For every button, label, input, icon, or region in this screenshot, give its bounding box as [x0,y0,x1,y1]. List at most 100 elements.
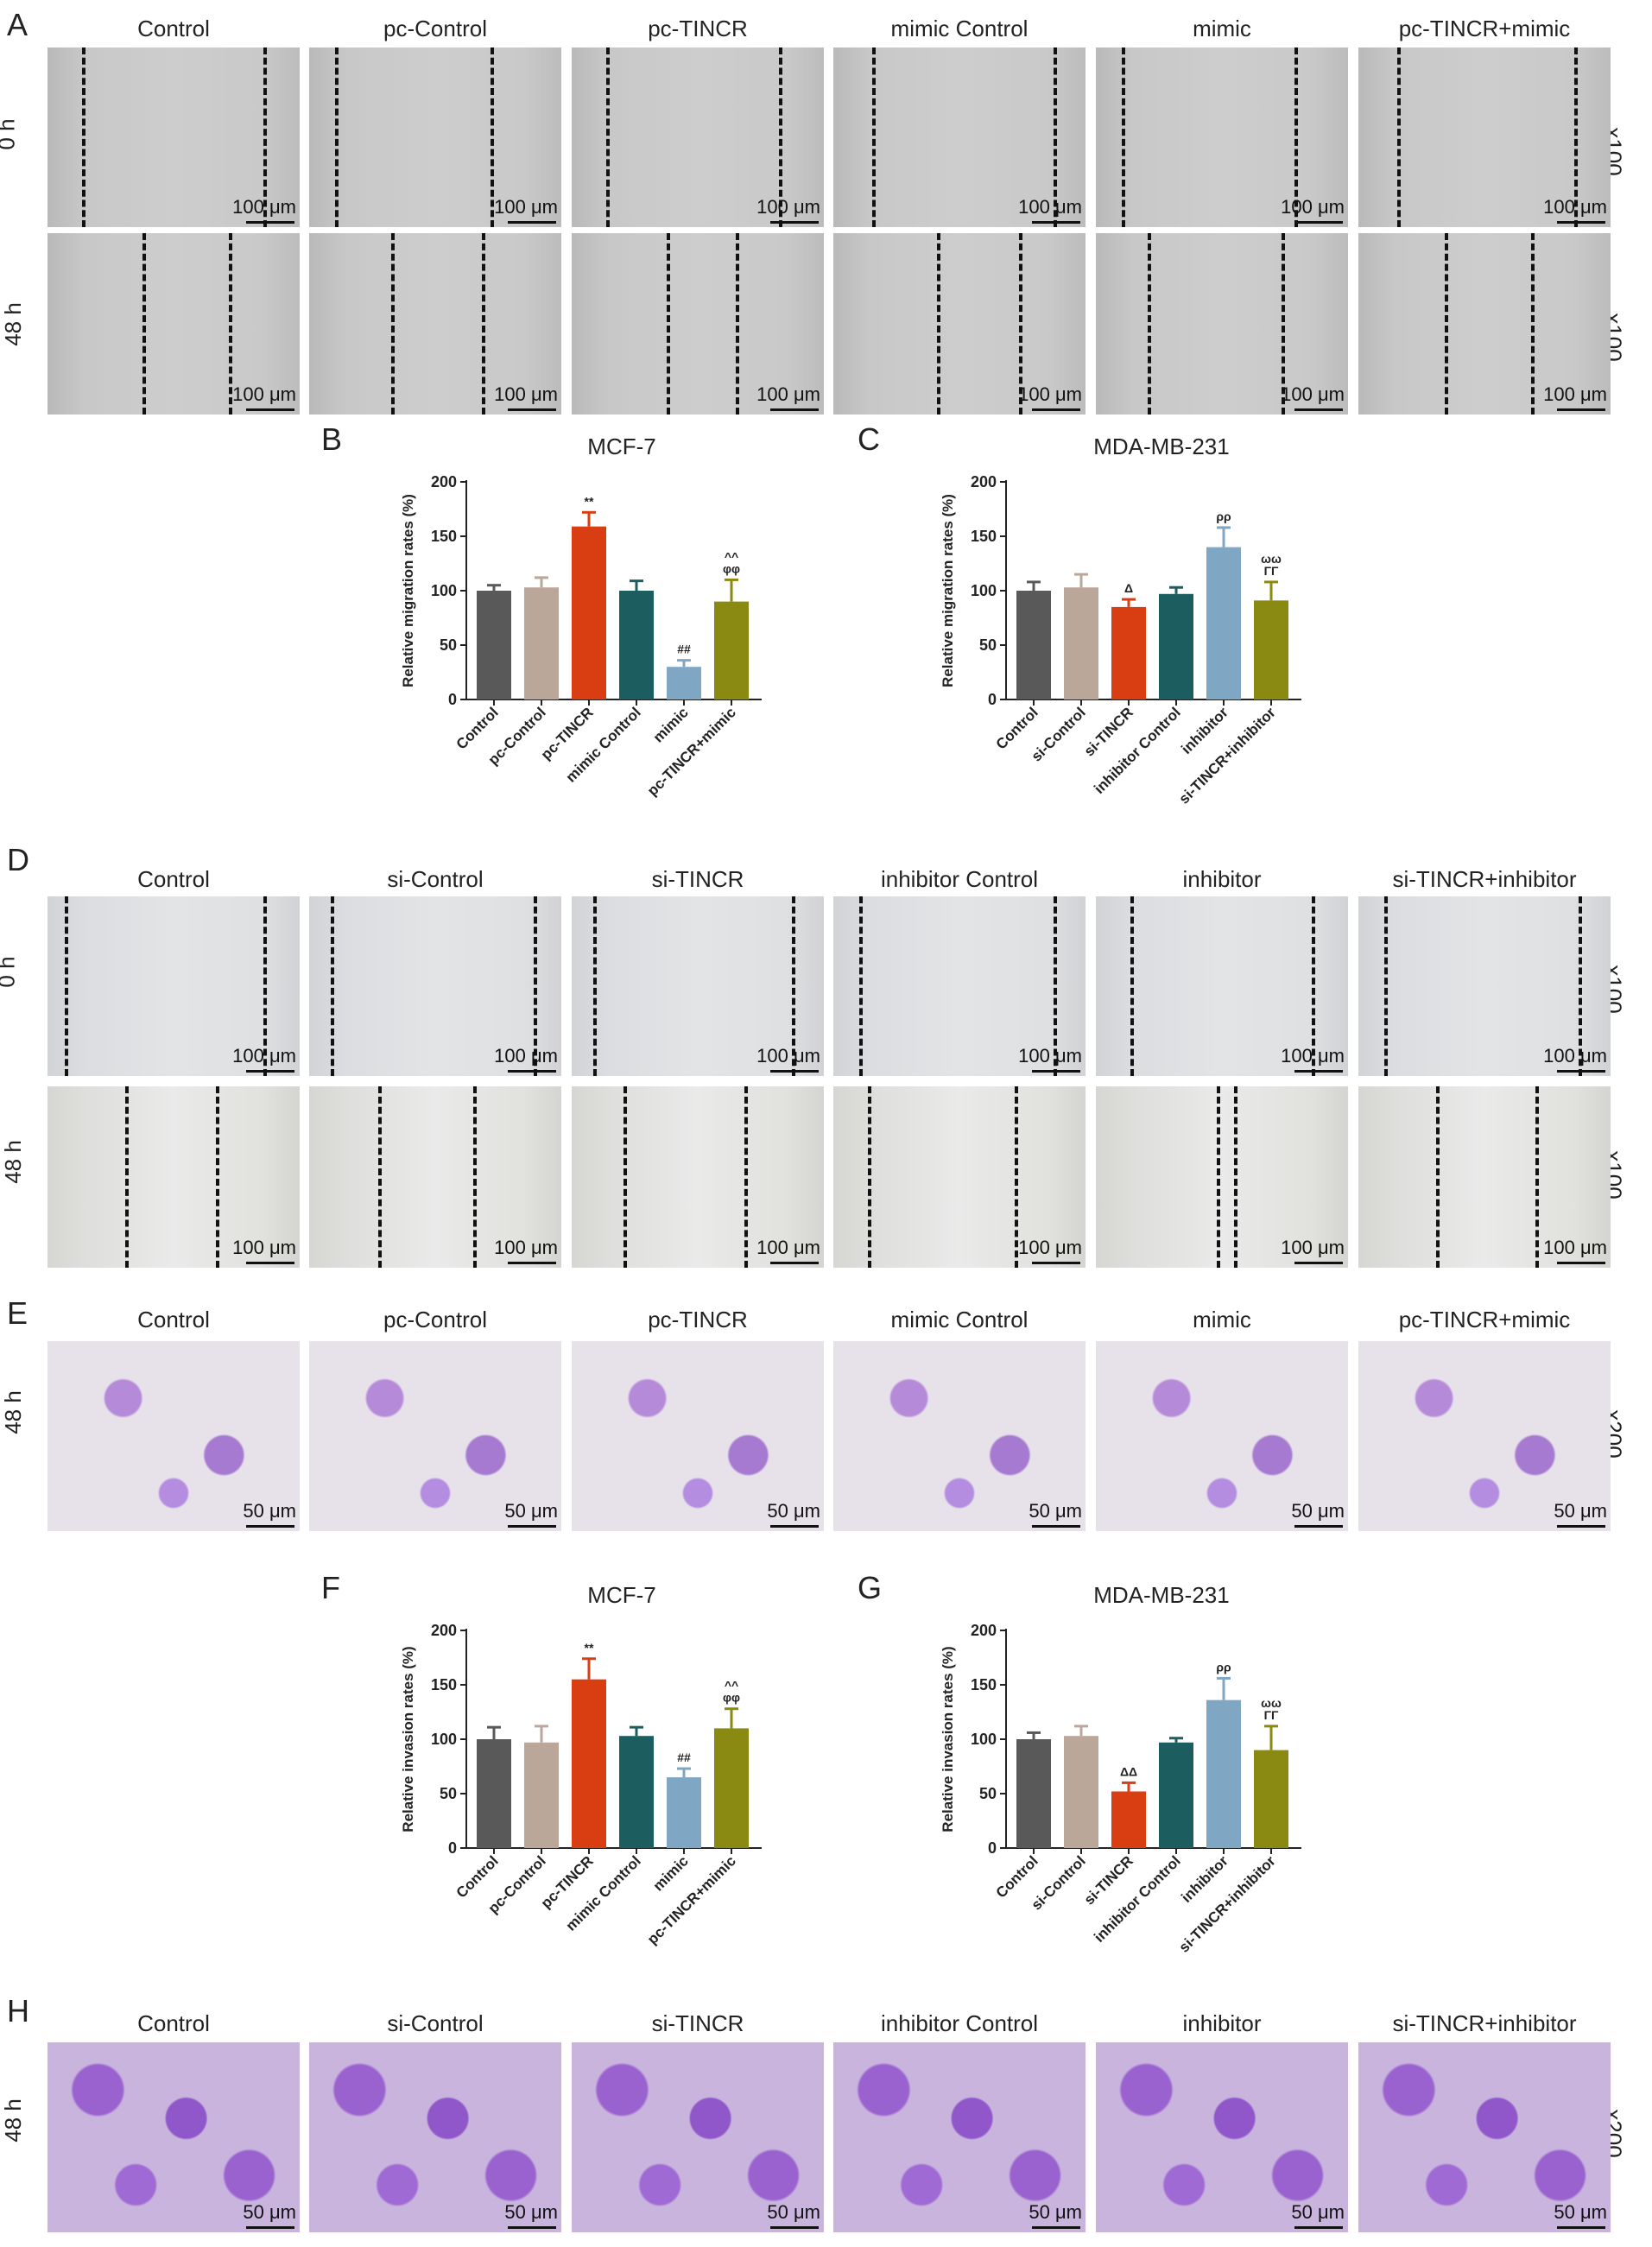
scale-bar [1294,2226,1343,2229]
scale-bar-label: 100 μm [232,383,296,405]
scale-bar-label: 50 μm [243,2201,296,2223]
scratch-edge-line [779,47,782,227]
chart-bar [572,526,606,699]
chart-y-tick-label: 50 [440,1785,457,1802]
scale-bar [1294,408,1343,411]
scale-bar [770,1262,819,1264]
panel-h-micrograph: 50 μm [833,2042,1086,2232]
row-label-48h-d: 48 h [0,1140,26,1184]
scratch-edge-line [792,896,795,1076]
chart-bar [1111,1791,1146,1848]
scale-bar-label: 100 μm [232,1045,296,1067]
scratch-edge-line [473,1086,477,1268]
chart-bar [524,587,559,699]
scratch-edge-line [606,47,610,227]
scratch-edge-line [872,47,876,227]
scratch-edge-line [1397,47,1401,227]
chart-significance-label: ^^ [725,1679,738,1693]
chart-title: MCF-7 [587,434,655,459]
scale-bar [770,2226,819,2229]
scratch-edge-line [744,1086,748,1268]
chart-y-tick-label: 100 [431,582,457,599]
panel-a-48h-micrograph: 100 μm [1358,233,1611,415]
panel-letter-c: C [858,421,880,457]
chart-y-tick-label: 200 [431,473,457,491]
scale-bar-label: 50 μm [1554,2201,1607,2223]
chart-y-tick-label: 0 [988,691,997,708]
panel-h-micrograph: 50 μm [572,2042,824,2232]
scale-bar [1294,221,1343,224]
chart-y-tick-label: 0 [448,691,457,708]
chart-significance-label: ** [585,494,594,508]
scale-bar-label: 100 μm [1543,1237,1607,1258]
chart-significance-label: ωω [1261,1696,1282,1710]
scale-bar [508,1525,556,1528]
scale-bar-label: 100 μm [756,1237,820,1258]
chart-y-tick-label: 200 [971,1622,997,1639]
scratch-edge-line [1122,47,1125,227]
panel-h-column-label: inhibitor [1182,2010,1262,2036]
chart-x-tick-label: mimic [650,704,692,745]
chart-x-tick-label: Control [993,704,1041,752]
chart-y-tick-label: 150 [431,1676,457,1693]
scale-bar-label: 100 μm [1281,1237,1345,1258]
scale-bar [246,2226,294,2229]
chart-bar [619,591,654,699]
panel-a-column-label: Control [137,16,210,41]
panel-d-column-label: inhibitor Control [880,866,1039,892]
scratch-edge-line [482,233,485,415]
scale-bar [1557,1262,1605,1264]
scratch-edge-line [623,1086,627,1268]
scale-bar [246,1525,294,1528]
scale-bar-label: 100 μm [494,383,558,405]
scale-bar [1557,408,1605,411]
scratch-edge-line [1282,233,1285,415]
scale-bar-label: 100 μm [494,1045,558,1067]
chart-x-tick-label: Control [453,1852,502,1901]
scale-bar [246,408,294,411]
scale-bar-label: 100 μm [1543,1045,1607,1067]
scale-bar [770,221,819,224]
chart-f-invasion-mcf7: MCF-7 Relative invasion rates (%) 0 50 100 15… [400,1582,762,1947]
scale-bar [1294,1262,1343,1264]
panel-d-48h-micrograph: 100 μm [1096,1086,1348,1268]
scale-bar [770,408,819,411]
scale-bar-label: 100 μm [1543,383,1607,405]
panel-d-48h-micrograph: 100 μm [309,1086,561,1268]
panel-a-column-label: pc-TINCR+mimic [1398,16,1571,41]
scale-bar [246,1070,294,1073]
scale-bar [508,1070,556,1073]
chart-x-tick-label: mimic [650,1852,692,1894]
panel-a-48h-micrograph: 100 μm [309,233,561,415]
panel-a-0h-micrograph: 100 μm [572,47,824,227]
scale-bar-label: 100 μm [1281,196,1345,218]
panel-h-micrograph: 50 μm [1096,2042,1348,2232]
scale-bar-label: 100 μm [1018,196,1082,218]
scale-bar [508,2226,556,2229]
scratch-edge-line [331,896,334,1076]
scale-bar-label: 100 μm [1018,383,1082,405]
chart-bar [1064,587,1098,699]
chart-x-tick-label: pc-TINCR+mimic [644,704,739,799]
scale-bar [1557,1525,1605,1528]
scale-bar [246,1262,294,1264]
chart-bar [1254,1750,1288,1848]
panel-h-column-label: inhibitor Control [880,2010,1039,2036]
panel-letter-f: F [321,1570,340,1605]
panel-a-48h-micrograph: 100 μm [833,233,1086,415]
panel-a-0h-micrograph: 100 μm [309,47,561,227]
chart-x-tick-label: inhibitor Control [1091,704,1184,797]
chart-c-migration-mda: MDA-MB-231 Relative migration rates (%) 0 5… [940,434,1301,807]
panel-a-48h-micrograph: 100 μm [572,233,824,415]
chart-significance-label: ωω [1261,552,1282,566]
chart-significance-label: ** [585,1641,594,1655]
chart-significance-label: ## [677,642,691,656]
chart-g-invasion-mda: MDA-MB-231 Relative invasion rates (%) 0 50… [940,1582,1301,1956]
chart-title: MDA-MB-231 [1093,1582,1229,1608]
chart-y-tick-label: 50 [440,636,457,654]
chart-bar [477,591,511,699]
chart-b-migration-mcf7: MCF-7 Relative migration rates (%) 0 50 100 1… [400,434,762,799]
scale-bar [508,221,556,224]
scratch-edge-line [1054,896,1057,1076]
scale-bar-label: 50 μm [767,2201,820,2223]
